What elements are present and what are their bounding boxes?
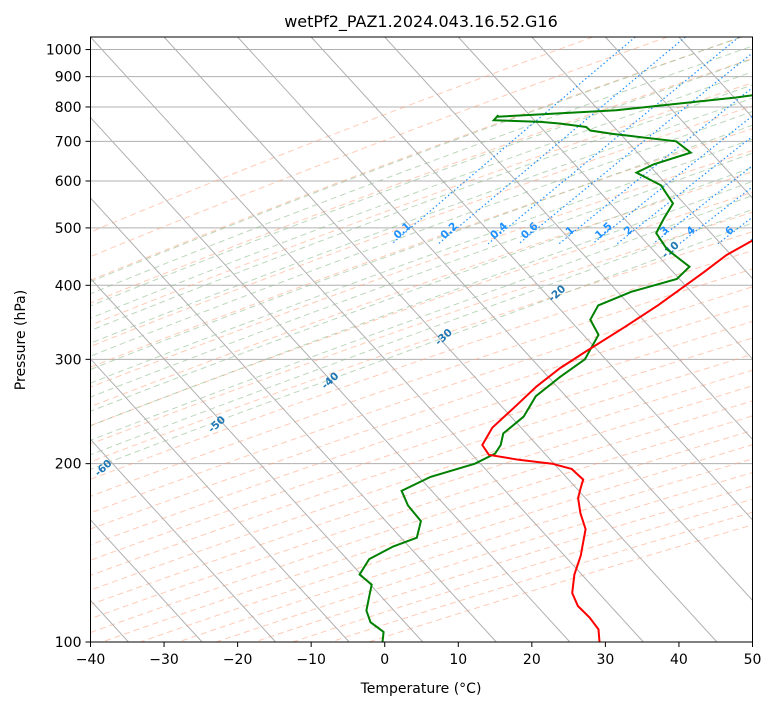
moist-adiabat [90,110,753,357]
dry-adiabat [90,303,753,530]
dry-adiabat [90,268,753,497]
y-tick-label: 200 [55,457,82,473]
plot-frame [90,36,753,643]
x-tick-label: 0 [380,652,389,668]
x-axis-title: Temperature (°C) [360,681,482,697]
moist-adiabat [90,180,753,427]
dry-adiabat [90,369,753,591]
x-tick-label: −10 [296,652,326,668]
moist-adiabat [90,152,753,398]
y-tick-label: 700 [55,134,82,150]
y-tick-label: 400 [55,278,82,294]
dry-adiabat [90,353,753,576]
x-tick-label: 10 [449,652,467,668]
moist-adiabat [90,71,753,319]
dry-adiabat [90,149,753,388]
x-tick-label: −30 [149,652,179,668]
mixing-ratio-label: 8 [751,224,764,238]
x-tick-label: −40 [76,652,106,668]
y-axis-title: Pressure (hPa) [13,290,29,390]
isotherm-line [384,37,753,441]
x-tick-label: 20 [523,652,541,668]
y-tick-label: 300 [55,352,82,368]
isotherm-line [90,277,424,642]
isotherms [90,37,753,642]
y-tick-label: 600 [55,174,82,190]
moist-adiabat [90,97,753,344]
chart-title: wetPf2_PAZ1.2024.043.16.52.G16 [284,12,558,32]
isotherm-line [237,37,753,602]
moist-adiabat [90,45,753,295]
temperature-line [481,239,753,642]
y-tick-label: 800 [55,100,82,116]
x-axis: −40 −30 −20 −10 0 10 20 30 40 50 [76,642,762,668]
mixing-ratio-line [679,186,753,245]
moist-adiabat [90,166,753,412]
isotherm-line [90,197,497,642]
dry-adiabat [90,128,753,368]
dry-adiabat [90,57,753,304]
moist-adiabat [90,208,753,456]
dry-adiabat [90,171,753,408]
x-tick-label: 40 [670,652,688,668]
y-tick-label: 100 [55,635,82,651]
dewpoint-line [358,94,753,642]
dry-adiabat [90,231,753,463]
x-tick-label: 30 [596,652,614,668]
dry-adiabats [90,37,753,642]
x-tick-label: −20 [223,652,253,668]
y-tick-label: 1000 [46,43,82,59]
mixing-ratio-line [558,86,753,245]
isotherm-line [605,37,753,199]
mixing-ratio-line [391,37,636,245]
isotherm-line [90,37,644,642]
isotherm-line [90,438,276,642]
isotherm-line [90,116,571,642]
isotherm-line [90,358,350,642]
isotherm-line [310,37,753,521]
plot-area: 0.10.20.40.611.52346810131620253036-100-… [90,37,764,642]
mixing-ratio-lines [391,37,753,245]
isotherm-line [163,37,718,642]
dry-adiabat [90,37,594,233]
dry-adiabat [90,320,753,546]
y-tick-label: 500 [55,221,82,237]
y-tick-label: 900 [55,70,82,86]
dry-adiabat [90,37,743,281]
moist-adiabat [90,194,753,441]
moist-adiabat [90,37,742,283]
mixing-ratio-line [616,135,753,245]
isotherm-line [531,37,753,280]
y-axis: 100 200 300 400 500 600 700 800 900 1000 [46,43,91,651]
isotherm-line [90,519,203,642]
isotherm-line [457,37,753,360]
dry-adiabat [90,211,753,445]
mixing-ratio-line [518,52,753,245]
dry-adiabat [90,37,668,258]
x-tick-label: 50 [744,652,762,668]
